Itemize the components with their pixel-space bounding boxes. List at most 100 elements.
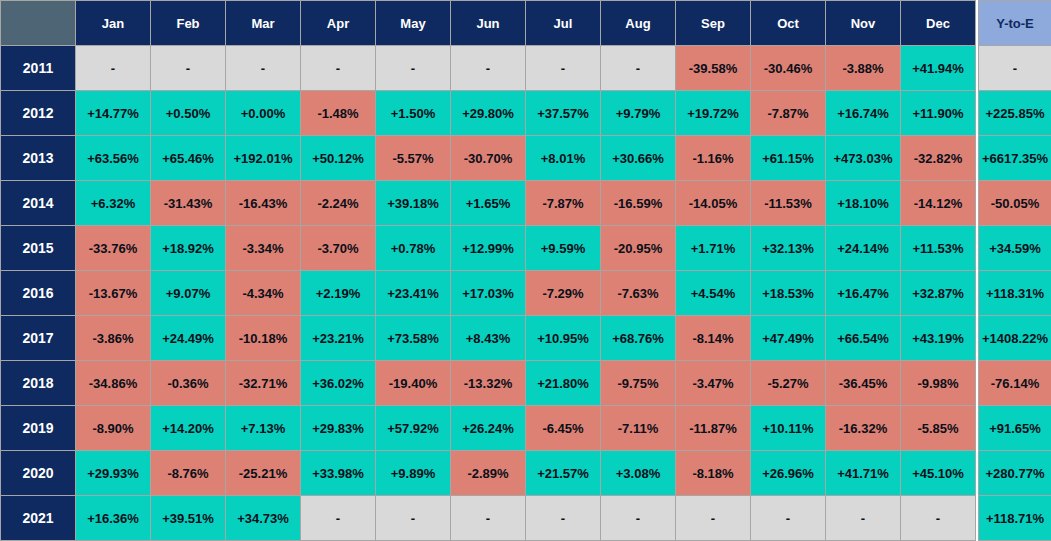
return-cell: -32.82% [901, 136, 976, 181]
ytd-cell: +91.65% [979, 406, 1051, 451]
column-header-month: Dec [901, 1, 976, 46]
return-cell: +43.19% [901, 316, 976, 361]
return-cell: -14.12% [901, 181, 976, 226]
column-header-month: Apr [301, 1, 376, 46]
return-cell: - [301, 496, 376, 541]
return-cell: +23.21% [301, 316, 376, 361]
return-cell: +73.58% [376, 316, 451, 361]
return-cell: -5.27% [751, 361, 826, 406]
return-cell: - [901, 496, 976, 541]
return-cell: +24.14% [826, 226, 901, 271]
column-header-month: Sep [676, 1, 751, 46]
return-cell: +36.02% [301, 361, 376, 406]
return-cell: +1.71% [676, 226, 751, 271]
return-cell: -8.76% [151, 451, 226, 496]
return-cell: +57.92% [376, 406, 451, 451]
return-cell: +0.78% [376, 226, 451, 271]
return-cell: -5.85% [901, 406, 976, 451]
row-header-year: 2021 [1, 496, 76, 541]
return-cell: +29.80% [451, 91, 526, 136]
return-cell: +65.46% [151, 136, 226, 181]
return-cell: +192.01% [226, 136, 301, 181]
return-cell: +6.32% [76, 181, 151, 226]
return-cell: -7.87% [526, 181, 601, 226]
table-row: 2018-34.86%-0.36%-32.71%+36.02%-19.40%-1… [1, 361, 1051, 406]
return-cell: -31.43% [151, 181, 226, 226]
ytd-cell: +6617.35% [979, 136, 1051, 181]
ytd-cell: +118.31% [979, 271, 1051, 316]
return-cell: -13.32% [451, 361, 526, 406]
return-cell: +2.19% [301, 271, 376, 316]
return-cell: -2.89% [451, 451, 526, 496]
return-cell: +41.71% [826, 451, 901, 496]
return-cell: +10.95% [526, 316, 601, 361]
return-cell: -34.86% [76, 361, 151, 406]
column-header-month: Oct [751, 1, 826, 46]
return-cell: +8.43% [451, 316, 526, 361]
return-cell: +66.54% [826, 316, 901, 361]
row-header-year: 2012 [1, 91, 76, 136]
return-cell: -5.57% [376, 136, 451, 181]
return-cell: - [526, 496, 601, 541]
return-cell: +12.99% [451, 226, 526, 271]
return-cell: +3.08% [601, 451, 676, 496]
return-cell: +4.54% [676, 271, 751, 316]
return-cell: +18.92% [151, 226, 226, 271]
return-cell: - [376, 496, 451, 541]
return-cell: -13.67% [76, 271, 151, 316]
return-cell: +9.79% [601, 91, 676, 136]
return-cell: -2.24% [301, 181, 376, 226]
ytd-cell: -76.14% [979, 361, 1051, 406]
return-cell: +39.51% [151, 496, 226, 541]
row-header-year: 2016 [1, 271, 76, 316]
table-row: 2016-13.67%+9.07%-4.34%+2.19%+23.41%+17.… [1, 271, 1051, 316]
return-cell: +16.36% [76, 496, 151, 541]
column-header-month: May [376, 1, 451, 46]
return-cell: +10.11% [751, 406, 826, 451]
table-row: 2017-3.86%+24.49%-10.18%+23.21%+73.58%+8… [1, 316, 1051, 361]
return-cell: -0.36% [151, 361, 226, 406]
return-cell: +19.72% [676, 91, 751, 136]
return-cell: - [451, 46, 526, 91]
table-row: 2015-33.76%+18.92%-3.34%-3.70%+0.78%+12.… [1, 226, 1051, 271]
return-cell: -20.95% [601, 226, 676, 271]
return-cell: +32.87% [901, 271, 976, 316]
return-cell: - [601, 46, 676, 91]
return-cell: -36.45% [826, 361, 901, 406]
return-cell: +32.13% [751, 226, 826, 271]
return-cell: +16.74% [826, 91, 901, 136]
return-cell: -16.32% [826, 406, 901, 451]
return-cell: -3.70% [301, 226, 376, 271]
return-cell: +0.00% [226, 91, 301, 136]
return-cell: -11.87% [676, 406, 751, 451]
column-header-month: Mar [226, 1, 301, 46]
row-header-year: 2018 [1, 361, 76, 406]
return-cell: -1.48% [301, 91, 376, 136]
ytd-cell: +225.85% [979, 91, 1051, 136]
table-body: 2011---------39.58%-30.46%-3.88%+41.94%-… [1, 46, 1051, 541]
return-cell: +14.20% [151, 406, 226, 451]
row-header-year: 2015 [1, 226, 76, 271]
row-header-year: 2011 [1, 46, 76, 91]
return-cell: +7.13% [226, 406, 301, 451]
return-cell: +33.98% [301, 451, 376, 496]
ytd-cell: -50.05% [979, 181, 1051, 226]
monthly-returns-heatmap: JanFebMarAprMayJunJulAugSepOctNovDecY-to… [0, 0, 1051, 541]
return-cell: +9.07% [151, 271, 226, 316]
return-cell: +11.53% [901, 226, 976, 271]
return-cell: +30.66% [601, 136, 676, 181]
return-cell: -16.43% [226, 181, 301, 226]
return-cell: +17.03% [451, 271, 526, 316]
return-cell: +24.49% [151, 316, 226, 361]
ytd-cell: +34.59% [979, 226, 1051, 271]
return-cell: -14.05% [676, 181, 751, 226]
return-cell: -30.70% [451, 136, 526, 181]
return-cell: - [826, 496, 901, 541]
column-header-month: Nov [826, 1, 901, 46]
return-cell: +0.50% [151, 91, 226, 136]
return-cell: - [301, 46, 376, 91]
return-cell: +21.57% [526, 451, 601, 496]
return-cell: +11.90% [901, 91, 976, 136]
table-row: 2014+6.32%-31.43%-16.43%-2.24%+39.18%+1.… [1, 181, 1051, 226]
return-cell: +50.12% [301, 136, 376, 181]
